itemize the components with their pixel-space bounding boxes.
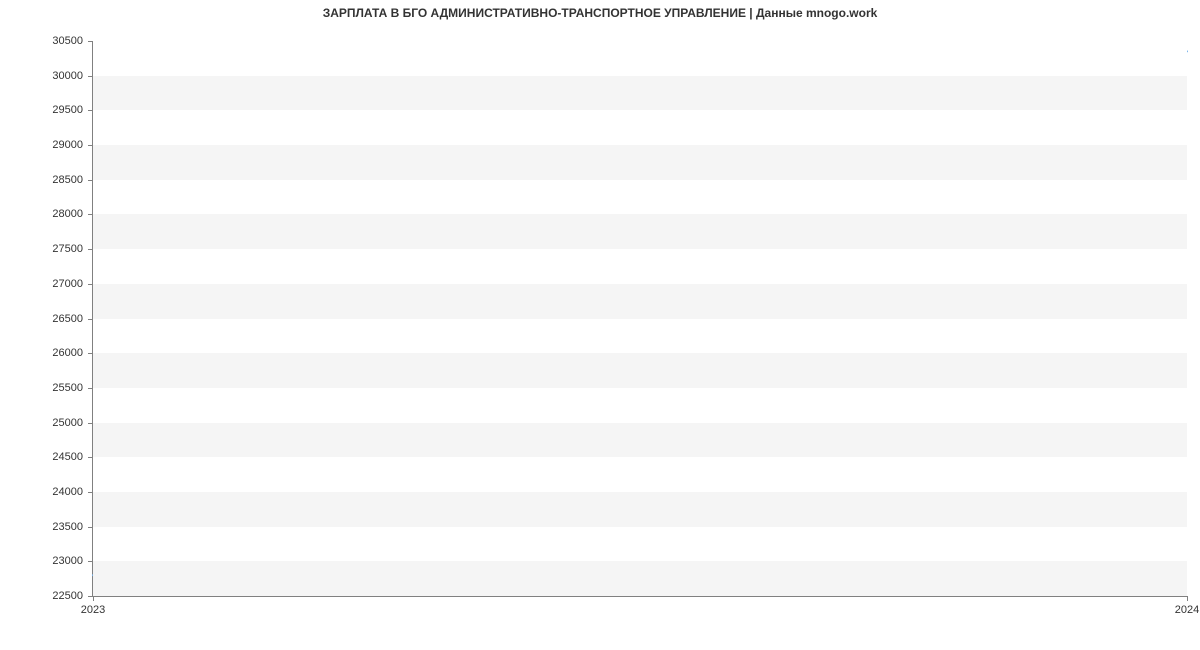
grid-band [93, 110, 1187, 145]
y-tick-mark [88, 457, 93, 458]
grid-band [93, 41, 1187, 76]
y-tick-label: 30500 [52, 35, 93, 47]
y-tick-mark [88, 180, 93, 181]
y-tick-mark [88, 214, 93, 215]
grid-band [93, 284, 1187, 319]
y-tick-mark [88, 319, 93, 320]
y-tick-mark [88, 561, 93, 562]
grid-band [93, 527, 1187, 562]
y-tick-mark [88, 423, 93, 424]
y-tick-label: 25000 [52, 417, 93, 429]
y-tick-mark [88, 492, 93, 493]
grid-band [93, 319, 1187, 354]
grid-band [93, 423, 1187, 458]
y-tick-label: 23000 [52, 555, 93, 567]
chart-container: ЗАРПЛАТА В БГО АДМИНИСТРАТИВНО-ТРАНСПОРТ… [0, 0, 1200, 650]
y-tick-mark [88, 284, 93, 285]
y-tick-mark [88, 145, 93, 146]
grid-band [93, 214, 1187, 249]
y-tick-mark [88, 249, 93, 250]
y-tick-label: 27500 [52, 243, 93, 255]
grid-band [93, 76, 1187, 111]
y-tick-label: 24500 [52, 451, 93, 463]
y-tick-mark [88, 388, 93, 389]
y-tick-label: 27000 [52, 278, 93, 290]
y-tick-label: 26000 [52, 347, 93, 359]
y-tick-mark [88, 353, 93, 354]
y-tick-mark [88, 110, 93, 111]
y-tick-mark [88, 41, 93, 42]
y-tick-label: 24000 [52, 486, 93, 498]
y-tick-label: 26500 [52, 313, 93, 325]
grid-band [93, 388, 1187, 423]
grid-band [93, 492, 1187, 527]
chart-title: ЗАРПЛАТА В БГО АДМИНИСТРАТИВНО-ТРАНСПОРТ… [0, 6, 1200, 20]
y-tick-label: 29500 [52, 104, 93, 116]
grid-band [93, 249, 1187, 284]
x-tick-mark [1187, 596, 1188, 601]
y-tick-label: 28000 [52, 208, 93, 220]
y-tick-label: 29000 [52, 139, 93, 151]
y-tick-mark [88, 527, 93, 528]
grid-band [93, 145, 1187, 180]
y-tick-mark [88, 76, 93, 77]
y-tick-label: 30000 [52, 70, 93, 82]
y-tick-label: 23500 [52, 521, 93, 533]
grid-band [93, 561, 1187, 596]
grid-band [93, 353, 1187, 388]
plot-area: 2250023000235002400024500250002550026000… [92, 41, 1187, 597]
x-tick-mark [93, 596, 94, 601]
grid-band [93, 180, 1187, 215]
y-tick-label: 25500 [52, 382, 93, 394]
y-tick-label: 28500 [52, 174, 93, 186]
grid-band [93, 457, 1187, 492]
